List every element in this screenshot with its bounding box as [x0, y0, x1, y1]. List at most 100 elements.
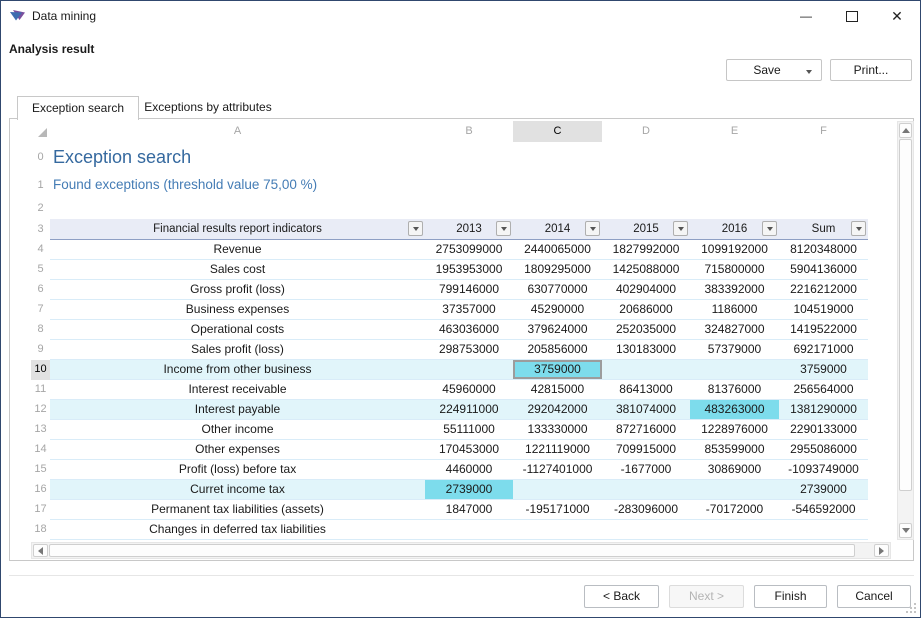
indicator-cell[interactable]: Interest payable	[50, 400, 425, 420]
indicator-cell[interactable]: Curret income tax	[50, 480, 425, 500]
row-number[interactable]: 12	[34, 403, 47, 415]
exception-value-cell[interactable]: 3759000	[513, 360, 602, 380]
tab-exception-search[interactable]: Exception search	[17, 96, 139, 120]
row-number[interactable]: 2	[37, 202, 44, 214]
value-cell[interactable]: 2739000	[779, 480, 868, 500]
maximize-button[interactable]	[837, 5, 867, 27]
row-number[interactable]: 13	[34, 423, 47, 435]
indicator-column-header[interactable]: Financial results report indicators	[50, 219, 425, 239]
column-header-c[interactable]: C	[513, 121, 602, 142]
value-cell[interactable]	[602, 480, 690, 500]
value-cell[interactable]: -1127401000	[513, 460, 602, 480]
column-header-d[interactable]: D	[642, 125, 650, 137]
scroll-down-button[interactable]	[899, 523, 912, 538]
value-cell[interactable]: 42815000	[513, 380, 602, 400]
value-cell[interactable]: 383392000	[690, 280, 779, 300]
value-cell[interactable]	[425, 360, 513, 380]
value-cell[interactable]: -70172000	[690, 500, 779, 520]
value-cell[interactable]: 799146000	[425, 280, 513, 300]
scroll-left-button[interactable]	[33, 544, 48, 557]
cancel-button[interactable]: Cancel	[837, 585, 911, 608]
column-header-f[interactable]: F	[820, 125, 827, 137]
indicator-cell[interactable]: Income from other business	[50, 360, 425, 380]
exception-value-cell[interactable]: 2739000	[425, 480, 513, 500]
filter-dropdown-button[interactable]	[496, 221, 511, 236]
value-cell[interactable]: 256564000	[779, 380, 868, 400]
value-cell[interactable]: 298753000	[425, 340, 513, 360]
row-number[interactable]: 0	[37, 151, 44, 163]
value-cell[interactable]: 379624000	[513, 320, 602, 340]
filter-dropdown-button[interactable]	[408, 221, 423, 236]
row-number[interactable]: 10	[31, 360, 50, 380]
value-cell[interactable]: 324827000	[690, 320, 779, 340]
value-column-header[interactable]: Sum	[779, 219, 868, 239]
value-cell[interactable]: 2290133000	[779, 420, 868, 440]
value-cell[interactable]: 1847000	[425, 500, 513, 520]
value-cell[interactable]: 1228976000	[690, 420, 779, 440]
row-number[interactable]: 18	[34, 523, 47, 535]
value-cell[interactable]: -1677000	[602, 460, 690, 480]
value-cell[interactable]: 45290000	[513, 300, 602, 320]
indicator-cell[interactable]: Interest receivable	[50, 380, 425, 400]
row-number[interactable]: 6	[37, 283, 44, 295]
value-cell[interactable]	[779, 520, 868, 540]
select-all-corner[interactable]	[31, 121, 50, 142]
exception-value-cell[interactable]: 483263000	[690, 400, 779, 420]
column-header-b[interactable]: B	[465, 125, 473, 137]
save-dropdown-icon[interactable]	[806, 70, 812, 74]
indicator-cell[interactable]: Other expenses	[50, 440, 425, 460]
sheet-heading[interactable]: Exception search	[53, 147, 192, 167]
value-cell[interactable]: 133330000	[513, 420, 602, 440]
scroll-up-button[interactable]	[899, 123, 912, 138]
indicator-cell[interactable]: Business expenses	[50, 300, 425, 320]
indicator-cell[interactable]: Other income	[50, 420, 425, 440]
value-cell[interactable]: 104519000	[779, 300, 868, 320]
indicator-cell[interactable]: Revenue	[50, 240, 425, 260]
value-cell[interactable]: 692171000	[779, 340, 868, 360]
value-cell[interactable]: 20686000	[602, 300, 690, 320]
value-cell[interactable]	[690, 360, 779, 380]
value-column-header[interactable]: 2014	[513, 219, 602, 239]
row-number[interactable]: 15	[34, 463, 47, 475]
sheet-subheading[interactable]: Found exceptions (threshold value 75,00 …	[53, 177, 318, 192]
row-number[interactable]: 3	[37, 223, 44, 235]
value-cell[interactable]: 57379000	[690, 340, 779, 360]
row-number[interactable]: 8	[37, 323, 44, 335]
indicator-cell[interactable]: Sales profit (loss)	[50, 340, 425, 360]
value-cell[interactable]: 872716000	[602, 420, 690, 440]
value-cell[interactable]: 45960000	[425, 380, 513, 400]
vertical-scrollbar-thumb[interactable]	[899, 139, 912, 491]
value-cell[interactable]: 1099192000	[690, 240, 779, 260]
filter-dropdown-button[interactable]	[585, 221, 600, 236]
value-cell[interactable]	[513, 480, 602, 500]
title-bar[interactable]: Data mining — ✕	[1, 1, 920, 31]
indicator-cell[interactable]: Permanent tax liabilities (assets)	[50, 500, 425, 520]
indicator-cell[interactable]: Profit (loss) before tax	[50, 460, 425, 480]
value-cell[interactable]: -195171000	[513, 500, 602, 520]
indicator-cell[interactable]: Sales cost	[50, 260, 425, 280]
value-cell[interactable]: -283096000	[602, 500, 690, 520]
value-cell[interactable]: 205856000	[513, 340, 602, 360]
horizontal-scrollbar-thumb[interactable]	[49, 544, 855, 557]
minimize-button[interactable]: —	[791, 5, 821, 27]
column-header-a[interactable]: A	[233, 125, 242, 137]
value-cell[interactable]: 252035000	[602, 320, 690, 340]
value-column-header[interactable]: 2013	[425, 219, 513, 239]
value-cell[interactable]: 1953953000	[425, 260, 513, 280]
filter-dropdown-button[interactable]	[673, 221, 688, 236]
value-cell[interactable]: 292042000	[513, 400, 602, 420]
back-button[interactable]: < Back	[584, 585, 659, 608]
value-cell[interactable]: 1381290000	[779, 400, 868, 420]
value-cell[interactable]: 170453000	[425, 440, 513, 460]
row-number[interactable]: 17	[34, 503, 47, 515]
value-cell[interactable]: 1419522000	[779, 320, 868, 340]
row-number[interactable]: 9	[37, 343, 44, 355]
value-cell[interactable]: -1093749000	[779, 460, 868, 480]
row-number[interactable]: 1	[37, 179, 44, 191]
value-cell[interactable]: 3759000	[779, 360, 868, 380]
value-column-header[interactable]: 2015	[602, 219, 690, 239]
value-cell[interactable]: -546592000	[779, 500, 868, 520]
value-cell[interactable]: 381074000	[602, 400, 690, 420]
value-cell[interactable]: 8120348000	[779, 240, 868, 260]
value-cell[interactable]: 86413000	[602, 380, 690, 400]
